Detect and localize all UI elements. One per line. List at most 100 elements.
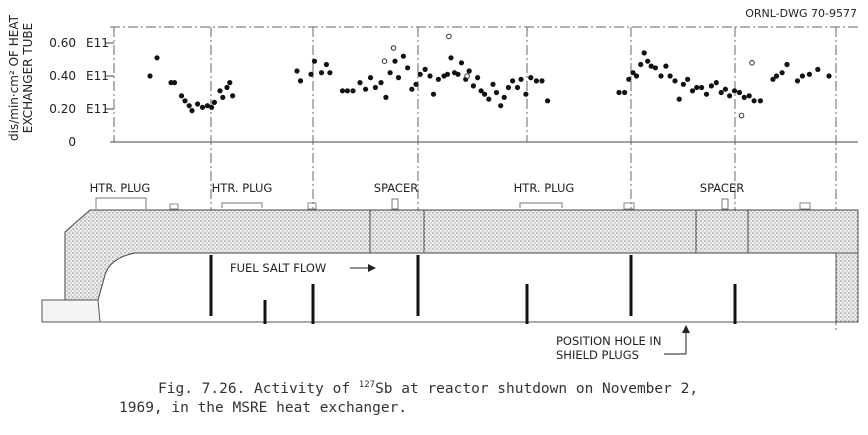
data-point (498, 103, 504, 109)
data-point (211, 99, 217, 105)
data-point (770, 76, 776, 82)
data-point (327, 70, 333, 76)
data-point (641, 50, 647, 56)
flow-label: FUEL SALT FLOW (230, 261, 326, 275)
drawing-number: ORNL-DWG 70-9577 (745, 7, 857, 20)
data-point (826, 73, 832, 79)
data-point (718, 89, 724, 96)
data-point (630, 70, 636, 76)
data-points (147, 33, 832, 119)
data-point (458, 60, 465, 66)
data-point (350, 88, 356, 94)
fitting-outline (799, 202, 811, 210)
data-point (699, 84, 705, 91)
data-point (186, 103, 192, 109)
data-point (339, 88, 346, 94)
data-point (435, 76, 441, 82)
data-point (475, 75, 481, 81)
data-point (667, 73, 673, 79)
data-point (417, 71, 423, 77)
data-point (400, 53, 406, 59)
data-point (308, 71, 314, 77)
data-point (323, 61, 329, 68)
data-point (731, 88, 738, 94)
data-point (505, 84, 511, 91)
outlet-end-block (835, 252, 859, 323)
data-point (622, 89, 628, 96)
y-tick-label: 0.20 (49, 102, 76, 116)
data-point (638, 61, 644, 68)
data-point (470, 83, 476, 89)
data-point (680, 81, 687, 87)
fitting-outline (169, 203, 179, 210)
caption-line1: Fig. 7.26. Activity of 127Sb at reactor … (158, 380, 698, 397)
data-point (427, 73, 433, 79)
data-point (147, 73, 153, 79)
data-point (189, 108, 195, 114)
data-point (518, 76, 524, 82)
data-point (204, 103, 210, 109)
open-data-point (749, 60, 755, 66)
region-label-spacer: SPACER (700, 181, 744, 195)
data-point (383, 94, 389, 100)
spacer-outline (721, 198, 729, 210)
y-tick-exponent: E11 (86, 102, 109, 116)
data-point (616, 89, 622, 96)
region-label-htr-plug: HTR. PLUG (514, 181, 575, 195)
data-point (405, 65, 411, 71)
position-hole-bars (209, 255, 737, 324)
data-point (220, 94, 226, 100)
htr-plug-outline (221, 202, 263, 208)
data-point (430, 91, 437, 97)
data-point (533, 78, 540, 84)
data-point (297, 78, 304, 84)
data-point (154, 55, 160, 61)
data-point (311, 58, 318, 64)
fitting-outline (307, 202, 317, 210)
data-point (199, 104, 206, 110)
data-point (773, 73, 780, 79)
data-point (357, 80, 363, 86)
data-point (195, 101, 201, 107)
data-point (392, 58, 398, 64)
data-point (741, 94, 747, 100)
data-point (227, 80, 233, 86)
data-point (422, 66, 428, 72)
data-point (363, 86, 369, 92)
data-point (490, 81, 496, 87)
data-point (713, 80, 719, 86)
data-point (652, 65, 659, 71)
data-point (482, 91, 488, 97)
htr-plug-outline (519, 202, 563, 208)
data-point (708, 83, 715, 89)
data-point (528, 75, 534, 81)
data-point (736, 89, 743, 96)
data-point (478, 88, 484, 94)
caption-line2: 1969, in the MSRE heat exchanger. (119, 400, 408, 416)
data-point (209, 104, 215, 110)
data-point (815, 66, 821, 72)
data-point (344, 88, 350, 94)
data-point (509, 78, 516, 84)
data-point (182, 98, 188, 104)
heat-exchanger-schematic: FUEL SALT FLOW POSITION HOLE IN SHIELD P… (41, 197, 859, 362)
y-axis-title-line1: dis/min·cm² OF HEAT (7, 14, 21, 141)
y-axis-ticks: 0.60 E11 0.40 E11 0.20 E11 0 (49, 36, 114, 149)
data-point (294, 68, 300, 74)
data-point (799, 73, 806, 79)
spacer-outline (391, 198, 399, 210)
data-point (444, 71, 451, 77)
data-point (413, 81, 419, 87)
data-point (694, 84, 700, 91)
fitting-outline (623, 202, 635, 210)
data-point (806, 71, 813, 77)
caption-text: Sb at reactor shutdown on November 2, (375, 380, 699, 397)
data-point (645, 58, 651, 64)
data-point (395, 75, 402, 81)
data-point (171, 80, 178, 86)
data-point (751, 98, 757, 104)
data-point (727, 93, 733, 99)
data-point (523, 91, 529, 97)
data-point (757, 98, 764, 104)
y-tick-exponent: E11 (86, 36, 109, 50)
